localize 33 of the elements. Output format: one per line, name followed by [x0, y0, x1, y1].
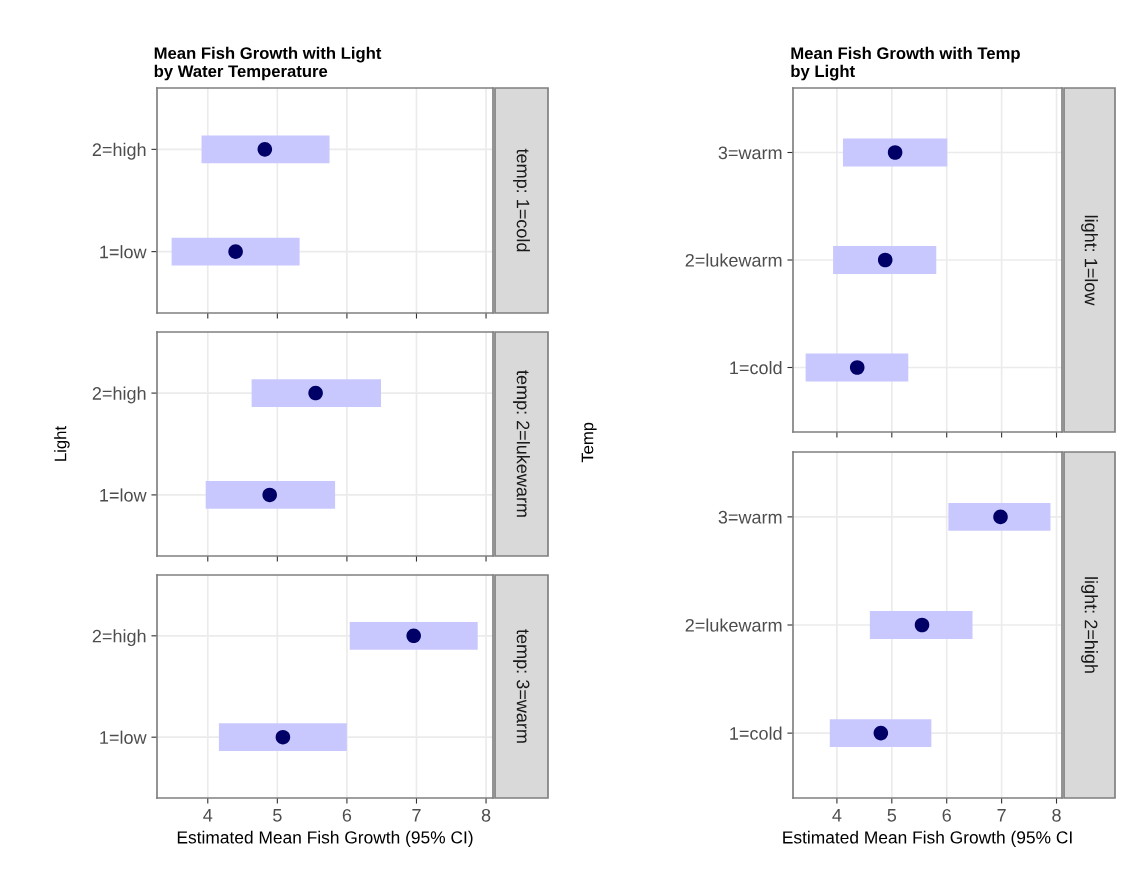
x-tick-label: 6	[942, 808, 951, 822]
text: light: 2=high	[1081, 577, 1098, 673]
y-tick-label: 1=low	[100, 730, 147, 744]
chart-title: Mean Fish Growth with Light by Water Temperature	[154, 46, 382, 81]
x-tick-label: 4	[832, 809, 842, 822]
x-tick-label: 8	[481, 808, 491, 822]
y-tick-label: 1=cold	[730, 726, 782, 740]
y-tick-label: 3=warm	[718, 146, 782, 160]
y-axis-title: Light	[54, 426, 70, 461]
x-tick-label: 5	[887, 809, 897, 822]
y-tick-label: 1=low	[100, 245, 147, 259]
x-axis-title: Estimated Mean Fish Growth (95% CI	[783, 830, 1072, 847]
text: light: 1=low	[1081, 215, 1098, 306]
y-tick-label: 2=lukewarm	[685, 253, 782, 267]
y-tick-label: 1=cold	[730, 360, 782, 375]
y-tick-label: 3=warm	[718, 510, 782, 524]
chart-title: Mean Fish Growth with Temp by Light	[791, 46, 1020, 81]
y-axis-title: Temp	[581, 422, 597, 463]
x-tick-label: 4	[203, 809, 213, 822]
y-tick-label: 2=high	[92, 629, 146, 647]
text: temp: 2=lukewarm	[513, 370, 530, 517]
y-tick-label: 2=high	[92, 386, 146, 404]
x-tick-label: 7	[997, 809, 1006, 822]
text: temp: 3=warm	[513, 629, 530, 743]
x-tick-label: 8	[1052, 808, 1061, 822]
x-axis-title: Estimated Mean Fish Growth (95% CI)	[177, 830, 473, 847]
x-tick-label: 6	[342, 808, 352, 822]
x-tick-label: 7	[412, 809, 421, 822]
y-tick-label: 2=high	[92, 142, 146, 160]
y-tick-label: 1=low	[100, 488, 147, 502]
text: temp: 1=cold	[513, 148, 530, 252]
x-tick-label: 5	[273, 809, 282, 822]
y-tick-label: 2=lukewarm	[685, 618, 782, 632]
